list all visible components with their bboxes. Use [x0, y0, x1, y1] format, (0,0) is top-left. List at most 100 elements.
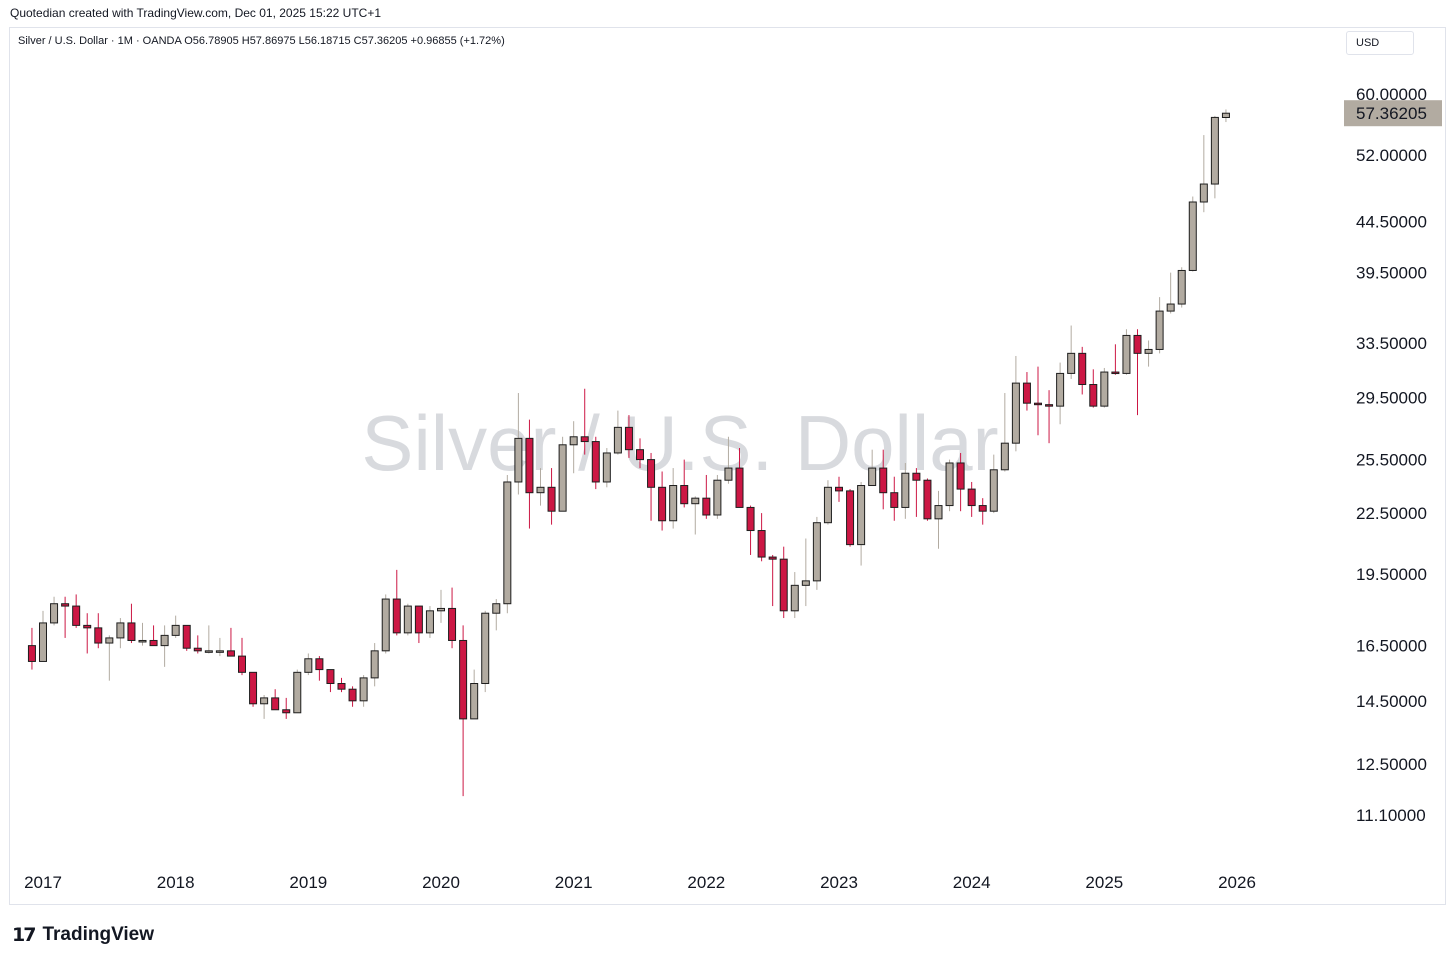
candle[interactable] — [569, 421, 578, 474]
candle[interactable] — [658, 471, 667, 531]
candle[interactable] — [50, 596, 59, 626]
candle[interactable] — [580, 388, 589, 455]
candle[interactable] — [271, 689, 280, 711]
candle[interactable] — [945, 459, 954, 512]
candle[interactable] — [127, 603, 136, 644]
candle[interactable] — [1166, 272, 1175, 314]
candle[interactable] — [547, 468, 556, 525]
candle[interactable] — [978, 498, 987, 525]
candle[interactable] — [790, 572, 799, 619]
candle[interactable] — [392, 569, 401, 636]
candle[interactable] — [116, 618, 125, 649]
candle[interactable] — [702, 474, 711, 519]
candle[interactable] — [1022, 372, 1031, 411]
candle[interactable] — [226, 627, 235, 657]
candle[interactable] — [1133, 329, 1142, 416]
candle[interactable] — [381, 594, 390, 654]
candle[interactable] — [282, 697, 291, 719]
candle[interactable] — [558, 436, 567, 512]
candle[interactable] — [182, 624, 191, 651]
candle[interactable] — [414, 605, 423, 644]
candle[interactable] — [956, 452, 965, 512]
candle[interactable] — [624, 415, 633, 458]
candle[interactable] — [105, 635, 114, 681]
candle[interactable] — [591, 436, 600, 490]
candle[interactable] — [746, 505, 755, 555]
candle[interactable] — [149, 625, 158, 647]
candle[interactable] — [1056, 362, 1065, 425]
candle[interactable] — [680, 459, 689, 508]
candle[interactable] — [779, 546, 788, 619]
candle[interactable] — [823, 480, 832, 525]
candle[interactable] — [83, 613, 92, 654]
candle[interactable] — [448, 587, 457, 649]
candle[interactable] — [934, 490, 943, 549]
candle[interactable] — [215, 637, 224, 657]
candle[interactable] — [868, 449, 877, 487]
candle[interactable] — [1100, 367, 1109, 408]
candle[interactable] — [72, 594, 81, 628]
candle[interactable] — [94, 613, 103, 649]
candle[interactable] — [204, 625, 213, 654]
candle[interactable] — [602, 448, 611, 488]
candle[interactable] — [613, 410, 622, 455]
candle[interactable] — [636, 438, 644, 469]
candle[interactable] — [735, 448, 744, 508]
candle[interactable] — [492, 599, 501, 631]
candle[interactable] — [1122, 329, 1131, 375]
candle[interactable] — [470, 669, 479, 720]
candle[interactable] — [326, 669, 335, 693]
candle[interactable] — [39, 610, 47, 662]
candle[interactable] — [801, 538, 810, 607]
candle[interactable] — [425, 606, 434, 638]
candle[interactable] — [768, 554, 777, 607]
candle[interactable] — [171, 615, 180, 638]
candle[interactable] — [1067, 325, 1076, 379]
candle[interactable] — [1199, 135, 1208, 213]
candle[interactable] — [293, 669, 302, 714]
candle[interactable] — [989, 454, 998, 514]
candle[interactable] — [525, 419, 534, 529]
candle[interactable] — [757, 513, 766, 562]
candle[interactable] — [647, 452, 656, 521]
candle[interactable] — [923, 478, 932, 521]
candle[interactable] — [857, 481, 866, 566]
candle[interactable] — [669, 468, 678, 529]
candle[interactable] — [912, 468, 921, 517]
candle[interactable] — [514, 393, 523, 495]
candle[interactable] — [1210, 115, 1219, 199]
candle[interactable] — [1188, 196, 1197, 272]
candle[interactable] — [337, 677, 346, 693]
currency-button[interactable]: USD — [1346, 31, 1414, 55]
candle[interactable] — [27, 627, 36, 670]
tradingview-logo[interactable]: 17 TradingView — [12, 924, 154, 946]
candle[interactable] — [1000, 393, 1009, 472]
candle[interactable] — [238, 637, 246, 676]
candle[interactable] — [536, 468, 545, 506]
candle[interactable] — [348, 686, 357, 707]
candle[interactable] — [1111, 344, 1120, 375]
candle[interactable] — [835, 476, 843, 502]
candle[interactable] — [61, 596, 70, 638]
candle[interactable] — [370, 643, 379, 687]
candle[interactable] — [879, 449, 888, 510]
candle[interactable] — [315, 656, 324, 681]
candle[interactable] — [260, 694, 269, 719]
candle[interactable] — [481, 610, 490, 693]
candle[interactable] — [1011, 355, 1020, 452]
candle[interactable] — [359, 675, 368, 707]
candle[interactable] — [1177, 267, 1186, 308]
candle[interactable] — [890, 476, 899, 521]
candle[interactable] — [1144, 340, 1153, 367]
candle[interactable] — [403, 603, 412, 636]
candle[interactable] — [1045, 390, 1054, 444]
candle[interactable] — [1221, 109, 1230, 123]
candle[interactable] — [138, 622, 147, 646]
candle[interactable] — [691, 496, 700, 535]
candle[interactable] — [437, 589, 445, 623]
candle[interactable] — [249, 671, 258, 707]
candle[interactable] — [193, 635, 202, 654]
candle[interactable] — [1155, 297, 1164, 354]
candle[interactable] — [459, 625, 468, 797]
